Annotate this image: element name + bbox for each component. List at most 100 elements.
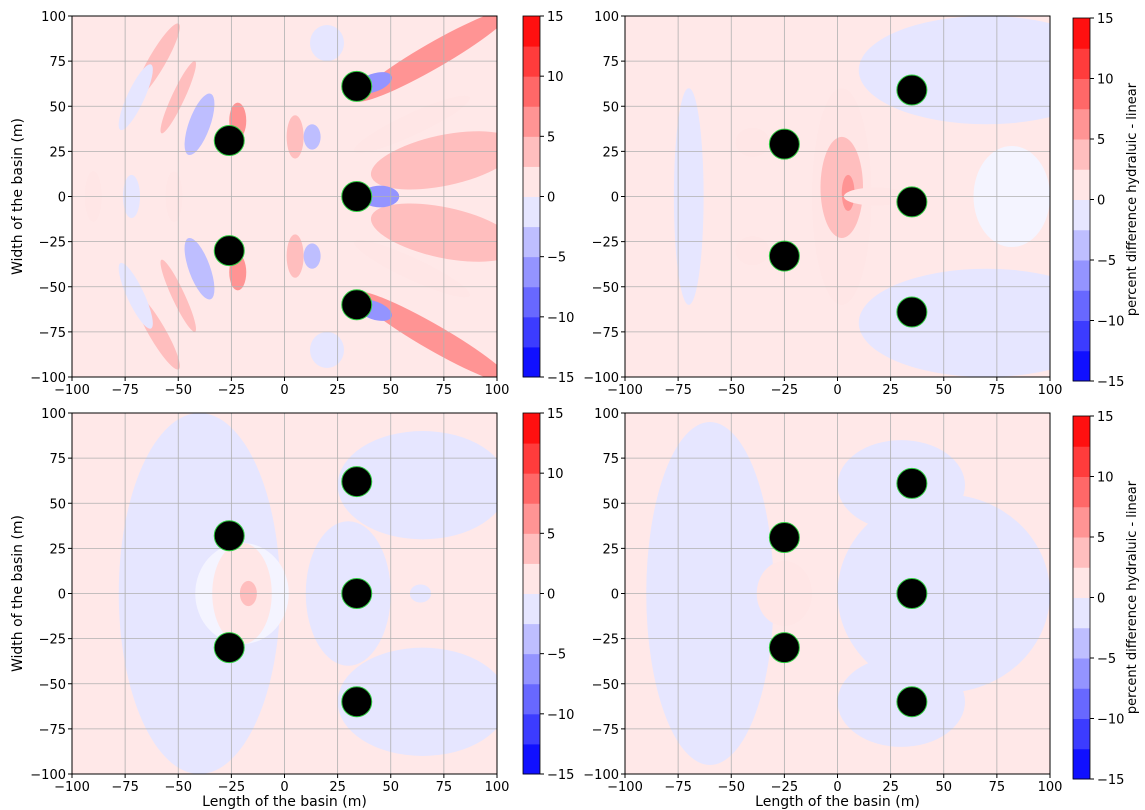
colorbar-tick-label: −10 (547, 311, 574, 326)
device-marker (768, 632, 800, 664)
x-tick-label: 25 (882, 780, 899, 795)
colorbar-tick-label: −5 (1097, 652, 1116, 667)
device-marker (341, 686, 373, 718)
colorbar-band (1073, 229, 1090, 261)
x-tick-label: 50 (935, 383, 952, 398)
panel-3: −100 −75 −50 −25 0 25 50 75 100−100−75−50−250255… (10, 407, 574, 810)
y-tick-label: −100 (30, 371, 66, 386)
colorbar-band (1073, 748, 1090, 780)
y-tick-label: −50 (592, 281, 619, 296)
y-tick-label: −75 (592, 723, 619, 738)
x-tick-label: 50 (382, 780, 399, 795)
y-tick-label: 75 (602, 452, 619, 467)
y-tick-label: 50 (49, 497, 66, 512)
colorbar-tick-label: 5 (547, 130, 555, 145)
device-marker (341, 181, 373, 212)
device-marker (341, 70, 373, 102)
colorbar-tick-label: 5 (1097, 133, 1105, 148)
colorbar-band (523, 503, 540, 534)
y-tick-label: 25 (602, 145, 619, 160)
contour-region (184, 93, 215, 156)
colorbar-tick-label: 10 (1097, 471, 1114, 486)
contour-region (735, 127, 770, 157)
colorbar-band (1073, 476, 1090, 508)
colorbar-band (523, 443, 540, 474)
y-tick-label: −100 (30, 768, 66, 783)
x-tick-label: −75 (664, 383, 691, 398)
y-tick-label: 75 (49, 55, 66, 70)
colorbar-band (523, 196, 540, 228)
colorbar-band (1073, 108, 1090, 140)
device-marker (213, 520, 245, 552)
colorbar-band (1073, 597, 1090, 629)
colorbar: −15 −10 −5 0 5 10 15 percent difference hydralu… (1072, 12, 1140, 390)
x-tick-label: −75 (664, 780, 691, 795)
x-tick-label: 75 (989, 383, 1006, 398)
x-tick-label: 75 (436, 383, 453, 398)
x-tick-label: 25 (329, 383, 346, 398)
colorbar: −15 −10 −5 0 5 10 15 (522, 10, 574, 386)
colorbar-tick-label: −10 (1097, 713, 1124, 728)
contour-region (118, 262, 153, 329)
contour-field (625, 413, 1050, 774)
colorbar-band (523, 166, 540, 197)
y-tick-label: 0 (58, 191, 66, 206)
colorbar-band (1073, 537, 1090, 568)
x-tick-label: 50 (382, 383, 399, 398)
x-tick-label: −100 (607, 780, 643, 795)
panel-4: −100 −75 −50 −25 0 25 50 75 100−100−75−50−250255… (583, 407, 1140, 810)
colorbar-band (1073, 506, 1090, 538)
contour-region (286, 115, 304, 159)
x-tick-label: −25 (771, 780, 798, 795)
colorbar-band (1073, 718, 1090, 750)
colorbar-tick-label: 0 (1097, 194, 1105, 209)
colorbar-band (1073, 658, 1090, 689)
colorbar-band (1073, 199, 1090, 231)
y-tick-label: −100 (583, 768, 619, 783)
x-tick-label: −50 (165, 383, 192, 398)
y-tick-label: −25 (592, 633, 619, 648)
colorbar-band (1073, 48, 1090, 79)
colorbar-label: percent difference hydraluic - linear (1125, 480, 1140, 714)
x-tick-label: −50 (718, 780, 745, 795)
colorbar-label: percent difference hydraluic - linear (1125, 82, 1140, 316)
colorbar-band (1073, 260, 1090, 291)
x-tick-label: 75 (989, 780, 1006, 795)
colorbar-band (523, 713, 540, 745)
device-marker (213, 632, 245, 664)
x-tick-label: 100 (1038, 780, 1063, 795)
colorbar-tick-label: 10 (547, 467, 564, 482)
colorbar-band (523, 76, 540, 107)
device-marker (896, 186, 928, 218)
colorbar-band (523, 413, 540, 444)
device-marker (896, 296, 928, 328)
colorbar-band (1073, 416, 1090, 447)
y-tick-label: 75 (602, 55, 619, 70)
colorbar-tick-label: −15 (547, 371, 574, 386)
y-tick-label: −75 (39, 326, 66, 341)
device-marker (341, 578, 373, 609)
x-tick-label: 100 (485, 780, 510, 795)
x-tick-label: 50 (935, 780, 952, 795)
device-marker (896, 578, 928, 609)
colorbar-tick-label: 10 (1097, 73, 1114, 88)
colorbar-band (523, 46, 540, 77)
colorbar-band (523, 593, 540, 625)
contour-region (286, 234, 304, 278)
contour-region (303, 124, 321, 150)
y-tick-label: 25 (602, 542, 619, 557)
colorbar: −15 −10 −5 0 5 10 15 percent difference hydralu… (1072, 410, 1140, 788)
colorbar-band (1073, 446, 1090, 477)
colorbar-tick-label: −5 (1097, 254, 1116, 269)
y-tick-label: 25 (49, 542, 66, 557)
y-axis-label: Width of the basin (m) (10, 515, 26, 672)
colorbar-tick-label: −10 (1097, 315, 1124, 330)
colorbar-tick-label: −15 (1097, 375, 1124, 390)
colorbar-band (1073, 169, 1090, 200)
colorbar-band (523, 346, 540, 378)
y-tick-label: −50 (592, 678, 619, 693)
colorbar-tick-label: 15 (547, 407, 564, 422)
colorbar-band (1073, 688, 1090, 719)
y-tick-label: 100 (41, 10, 66, 25)
